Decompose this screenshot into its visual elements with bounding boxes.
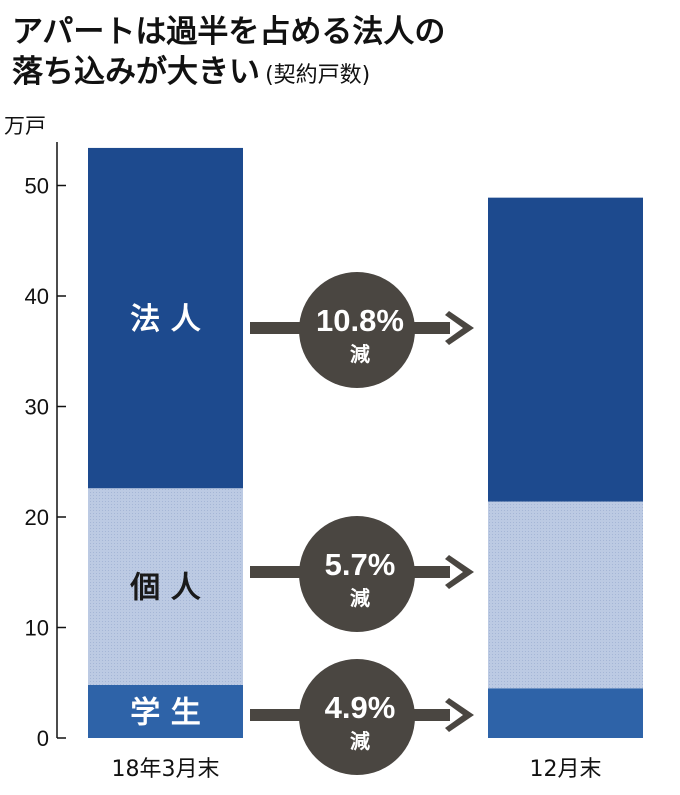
change-badge — [299, 272, 415, 388]
change-word: 減 — [350, 586, 370, 610]
change-arrow-個人: 5.7% 減 — [250, 516, 474, 632]
x-ticks: 18年3月末 12月末 — [112, 757, 602, 782]
change-percent: 10.8% — [316, 303, 404, 338]
y-ticks: 0 10 20 30 40 50 — [25, 174, 66, 751]
change-word: 減 — [350, 342, 370, 366]
change-arrows: 10.8% 減 5.7% 減 4.9% 減 — [250, 272, 474, 775]
change-arrow-法人: 10.8% 減 — [250, 272, 474, 388]
change-word: 減 — [350, 729, 370, 753]
arrow-head — [445, 311, 474, 345]
segment-label-法人: 法 人 — [130, 302, 200, 337]
change-percent: 4.9% — [325, 690, 396, 725]
y-tick-label: 50 — [25, 174, 49, 199]
arrow-head — [445, 698, 474, 732]
change-badge — [299, 659, 415, 775]
chart-title-line2: 落ち込みが大きい — [12, 54, 260, 90]
segment-label-学生: 学 生 — [130, 695, 200, 730]
y-tick-label: 10 — [25, 616, 49, 641]
y-axis-unit: 万戸 — [4, 114, 46, 138]
change-badge — [299, 516, 415, 632]
y-tick-label: 30 — [25, 395, 49, 420]
bar-segment-学生 — [488, 688, 643, 738]
bar-segment-学生 — [88, 684, 243, 738]
y-tick-label: 0 — [37, 726, 49, 751]
x-tick-label: 12月末 — [530, 757, 602, 782]
y-tick-label: 40 — [25, 284, 49, 309]
arrow-head — [445, 555, 474, 589]
bar-segment-個人 — [488, 501, 643, 689]
chart-title-line1: アパートは過半を占める法人の — [12, 14, 445, 50]
change-percent: 5.7% — [325, 547, 396, 582]
change-arrow-学生: 4.9% 減 — [250, 659, 474, 775]
segment-labels: 学 生個 人法 人 — [129, 302, 200, 730]
bar-segment-法人 — [488, 197, 643, 502]
bar-segment-個人 — [88, 488, 243, 685]
chart-subtitle: (契約戸数) — [265, 63, 370, 88]
chart-title-line2-row: 落ち込みが大きい (契約戸数) — [12, 54, 370, 90]
y-tick-label: 20 — [25, 505, 49, 530]
bar-segment-法人 — [88, 147, 243, 489]
x-tick-label: 18年3月末 — [112, 757, 220, 782]
bars — [88, 147, 643, 738]
segment-label-個人: 個 人 — [129, 571, 200, 606]
